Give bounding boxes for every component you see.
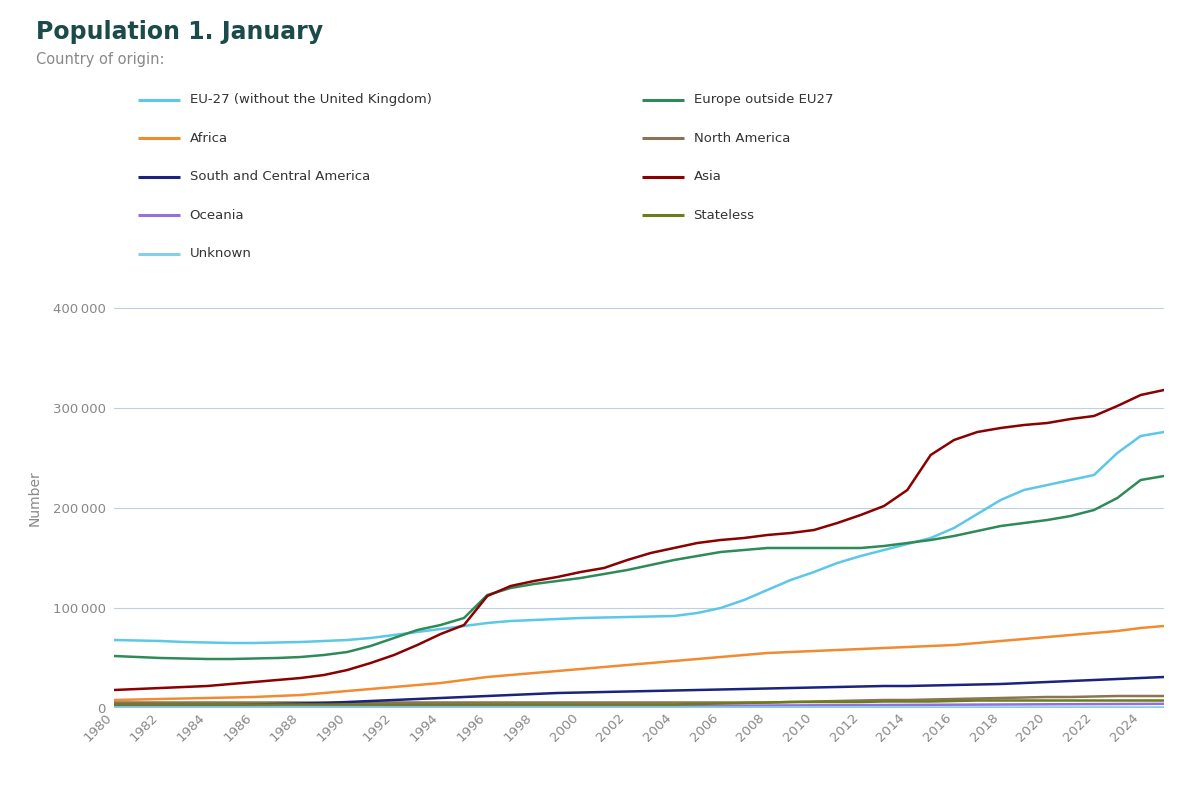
Y-axis label: Number: Number [28, 470, 42, 526]
Text: Population 1. January: Population 1. January [36, 20, 323, 44]
Text: Oceania: Oceania [190, 209, 245, 222]
Text: Country of origin:: Country of origin: [36, 52, 164, 67]
Text: South and Central America: South and Central America [190, 170, 370, 183]
Text: North America: North America [694, 132, 790, 145]
Text: Stateless: Stateless [694, 209, 755, 222]
Text: Asia: Asia [694, 170, 721, 183]
Text: Unknown: Unknown [190, 247, 252, 260]
Text: Europe outside EU27: Europe outside EU27 [694, 94, 833, 106]
Text: EU-27 (without the United Kingdom): EU-27 (without the United Kingdom) [190, 94, 432, 106]
Text: Africa: Africa [190, 132, 228, 145]
